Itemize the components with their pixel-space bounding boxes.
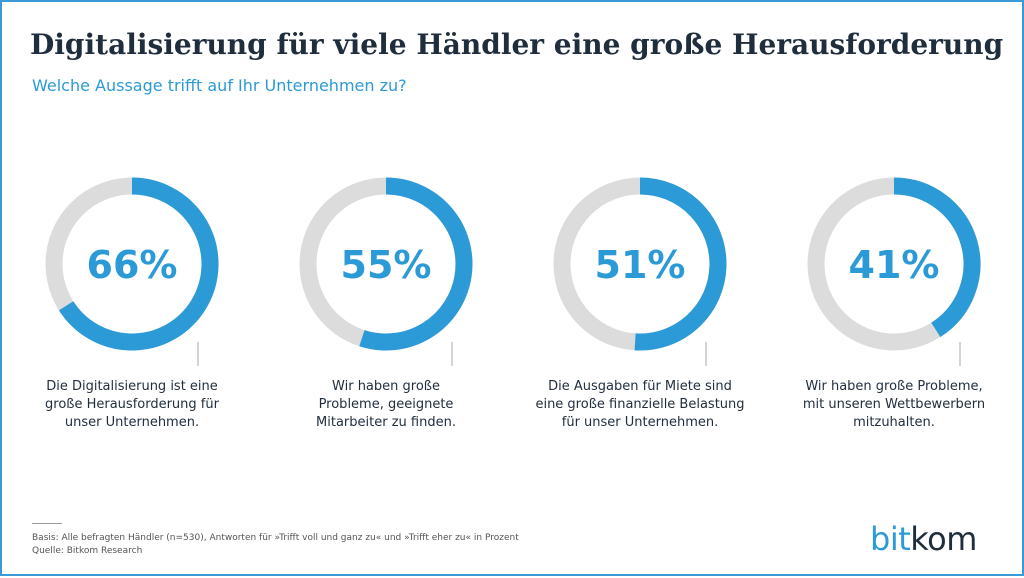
logo-part-bit: bit [870,520,911,558]
donut-value-label-3: 51% [595,243,686,287]
caption-line: Probleme, geeignete [318,397,454,412]
caption-line: Die Ausgaben für Miete sind [548,379,732,394]
caption-line: für unser Unternehmen. [561,415,719,430]
donut-caption-2: Wir haben große Probleme, geeignete Mitarb… [271,378,501,432]
donut-value-label-4: 41% [849,243,940,287]
caption-line: mitzuhalten. [853,415,935,430]
chart-title: Digitalisierung für viele Händler eine g… [30,28,1004,61]
caption-line: mit unseren Wettbewerbern [802,397,986,412]
footnote-source: Quelle: Bitkom Research [32,546,143,556]
footer-divider [32,523,62,524]
donut-arc-2 [359,177,473,351]
logo-part-kom: kom [910,520,977,558]
caption-line: Die Digitalisierung ist eine [46,379,218,394]
donut-arc-3 [634,177,727,351]
caption-line: Mitarbeiter zu finden. [316,415,456,430]
donut-arc-1 [58,177,219,351]
chart-subtitle: Welche Aussage trifft auf Ihr Unternehme… [32,76,407,95]
donut-arc-4 [893,177,981,338]
donut-value-label-1: 66% [87,243,178,287]
caption-line: Wir haben große Probleme, [805,379,983,394]
caption-line: große Herausforderung für [45,397,219,412]
donut-caption-1: Die Digitalisierung ist eine große Heraus… [17,378,247,432]
caption-line: eine große finanzielle Belastung [535,397,745,412]
caption-line: unser Unternehmen. [64,415,200,430]
bitkom-logo: bitkom [870,520,977,558]
caption-line: Wir haben große [332,379,440,394]
donut-caption-4: Wir haben große Probleme, mit unseren Wet… [779,378,1009,432]
footnote-basis: Basis: Alle befragten Händler (n=530), A… [32,533,519,543]
donut-caption-3: Die Ausgaben für Miete sind eine große fi… [525,378,755,432]
donut-value-label-2: 55% [341,243,432,287]
